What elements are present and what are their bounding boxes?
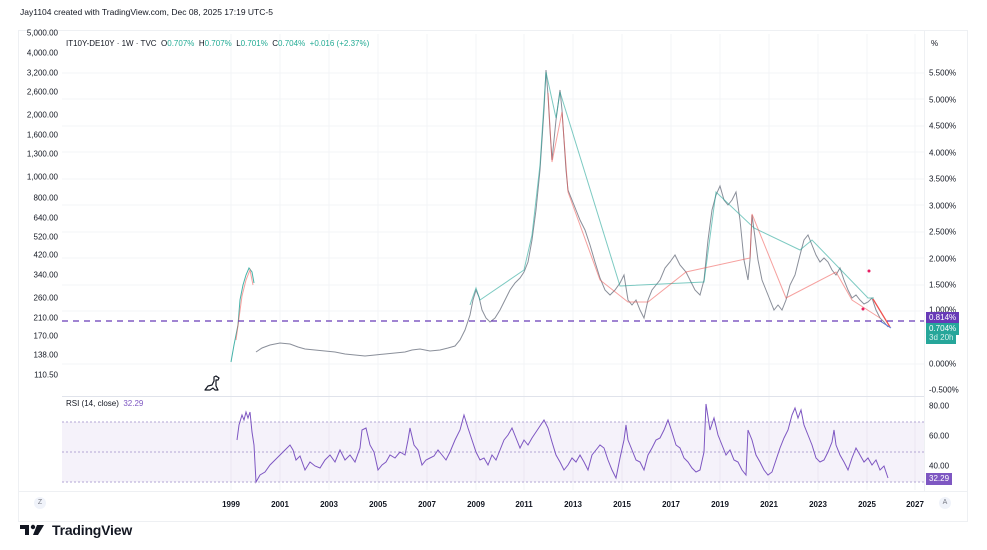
time-tick: 2003	[320, 500, 338, 509]
logo-text: TradingView	[52, 522, 133, 538]
rsi-line	[236, 403, 889, 484]
left-axis-tick: 340.00	[33, 270, 58, 280]
right-axis-tick: 4.000%	[929, 148, 957, 158]
chart-credit: Jay1104 created with TradingView.com, De…	[20, 7, 273, 17]
left-axis-tick: 260.00	[33, 293, 58, 303]
time-tick: 2013	[564, 500, 582, 509]
time-tick: 2017	[662, 500, 680, 509]
right-price-axis[interactable]	[924, 31, 968, 491]
line-price-badge: 0.814%	[926, 312, 960, 324]
chart-frame	[18, 30, 968, 522]
time-tick: 2005	[369, 500, 387, 509]
left-axis-tick: 420.00	[33, 250, 58, 260]
left-axis-tick: 170.00	[33, 331, 58, 341]
rsi-band	[62, 422, 924, 482]
time-tick: 2023	[809, 500, 827, 509]
left-axis-tick: 138.00	[33, 350, 58, 360]
left-axis-tick: 2,600.00	[26, 87, 58, 97]
rsi-value: 32.29	[123, 399, 144, 408]
rsi-label: RSI (14, close)	[66, 399, 119, 408]
left-axis-tick: 800.00	[33, 193, 58, 203]
rsi-pane[interactable]	[62, 396, 924, 489]
high-value: 0.707%	[204, 39, 232, 48]
change-value: +0.016 (+2.37%)	[309, 39, 370, 48]
time-tick: 2025	[858, 500, 876, 509]
right-axis-tick: 3.000%	[929, 201, 957, 211]
right-axis-tick: 3.500%	[929, 174, 957, 184]
trend-line[interactable]	[879, 320, 892, 329]
right-axis-tick: 5.500%	[929, 68, 957, 78]
time-tick: 2009	[467, 500, 485, 509]
left-axis-tick: 1,000.00	[26, 172, 58, 182]
time-tick: 1999	[222, 500, 240, 509]
right-axis-tick: 1.000%	[929, 305, 957, 315]
time-tick: 2011	[515, 500, 533, 509]
left-axis-tick: 1,600.00	[26, 130, 58, 140]
trend-line[interactable]	[872, 298, 891, 328]
left-axis-tick: 210.00	[33, 313, 58, 323]
close-value: 0.704%	[278, 39, 306, 48]
right-axis-tick: 5.000%	[929, 95, 957, 105]
right-axis-tick: 2.500%	[929, 227, 957, 237]
price-series	[230, 69, 889, 363]
ohlc-legend: IT10Y-DE10Y · 1W · TVC O0.707% H0.707% L…	[66, 39, 370, 48]
right-axis-tick: 0.000%	[929, 359, 957, 369]
left-axis-tick: 4,000.00	[26, 48, 58, 58]
time-tick: 2007	[418, 500, 436, 509]
symbol-label: IT10Y-DE10Y · 1W · TVC	[66, 39, 157, 48]
auto-scale-button[interactable]: A	[939, 497, 951, 509]
right-axis-tick: 2.000%	[929, 254, 957, 264]
axis-unit-label: %	[931, 39, 939, 48]
rsi-legend: RSI (14, close) 32.29	[66, 399, 143, 408]
time-tick: 2027	[906, 500, 924, 509]
marker-dot	[867, 269, 871, 273]
rsi-axis-tick: 60.00	[929, 431, 950, 441]
left-axis-tick: 1,300.00	[26, 149, 58, 159]
rsi-axis-tick: 80.00	[929, 401, 950, 411]
time-axis[interactable]	[18, 491, 968, 515]
right-axis-tick: -0.500%	[929, 385, 959, 395]
rsi-axis-tick: 40.00	[929, 461, 950, 471]
left-axis-tick: 2,000.00	[26, 110, 58, 120]
right-axis-tick: 1.500%	[929, 280, 957, 290]
right-axis-tick: 4.500%	[929, 121, 957, 131]
rsi-value-badge: 32.29	[926, 473, 953, 485]
tradingview-logo-icon	[20, 524, 44, 535]
time-tick: 2001	[271, 500, 289, 509]
open-value: 0.707%	[167, 39, 195, 48]
marker-dot	[861, 307, 865, 311]
left-axis-tick: 3,200.00	[26, 68, 58, 78]
bar-countdown-badge: 3d 20h	[926, 332, 957, 344]
tradingview-logo[interactable]: TradingView	[20, 522, 132, 538]
left-axis-tick: 110.50	[34, 370, 58, 380]
time-tick: 2015	[613, 500, 631, 509]
left-axis-tick: 5,000.00	[26, 28, 58, 38]
left-axis-tick: 640.00	[33, 213, 58, 223]
zoom-reset-button[interactable]: Z	[34, 497, 46, 509]
time-tick: 2019	[711, 500, 729, 509]
time-tick: 2021	[760, 500, 778, 509]
low-value: 0.701%	[240, 39, 268, 48]
left-axis-tick: 520.00	[33, 232, 58, 242]
